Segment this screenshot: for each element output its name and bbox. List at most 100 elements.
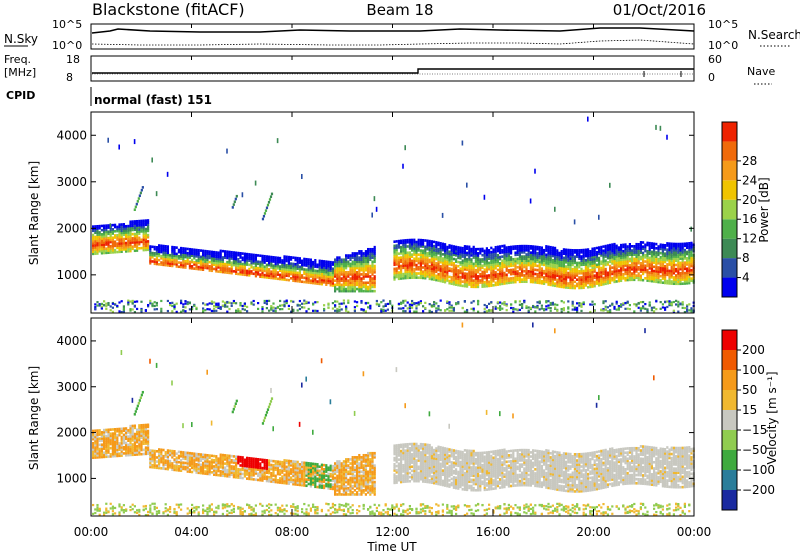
data-cell xyxy=(120,435,123,439)
data-cell xyxy=(474,252,477,255)
data-cell xyxy=(499,282,502,286)
data-cell xyxy=(215,267,218,271)
data-cell xyxy=(103,239,106,242)
data-cell xyxy=(435,264,438,267)
data-cell xyxy=(477,310,480,313)
data-cell xyxy=(413,244,416,248)
data-cell xyxy=(122,433,125,437)
data-cell xyxy=(690,254,693,257)
data-cell xyxy=(103,447,106,450)
data-cell xyxy=(265,255,268,258)
data-cell xyxy=(609,245,612,249)
data-cell xyxy=(538,252,541,255)
data-cell xyxy=(182,257,185,261)
data-cell xyxy=(309,260,312,264)
data-cell xyxy=(521,246,524,250)
data-cell xyxy=(127,239,130,243)
data-cell xyxy=(235,266,238,269)
data-cell xyxy=(617,275,620,279)
data-cell xyxy=(529,253,532,257)
data-cell xyxy=(615,269,618,273)
data-cell xyxy=(138,450,141,454)
data-cell xyxy=(373,264,376,268)
data-cell xyxy=(246,261,249,264)
data-cell xyxy=(248,263,251,267)
data-cell xyxy=(336,287,339,291)
data-cell xyxy=(430,277,433,281)
data-cell xyxy=(653,242,656,246)
data-cell xyxy=(483,303,486,307)
data-cell xyxy=(408,245,411,248)
data-cell xyxy=(215,253,218,256)
data-cell xyxy=(94,450,97,453)
data-cell xyxy=(292,309,295,313)
data-cell xyxy=(573,284,576,288)
data-cell xyxy=(481,258,484,261)
data-cell xyxy=(118,442,121,445)
data-cell xyxy=(604,274,607,277)
data-cell xyxy=(133,236,136,240)
data-cell xyxy=(147,452,150,456)
data-cell xyxy=(160,448,163,452)
data-cell xyxy=(318,270,321,273)
power-ytick-0: 1000 xyxy=(56,268,87,282)
data-cell xyxy=(103,237,106,240)
data-cell xyxy=(661,277,664,280)
data-cell xyxy=(547,255,550,259)
data-cell xyxy=(666,252,669,256)
data-cell xyxy=(628,251,631,254)
data-cell xyxy=(554,259,557,262)
data-cell xyxy=(422,270,425,273)
data-cell xyxy=(499,255,502,259)
data-cell xyxy=(567,250,570,254)
data-cell xyxy=(525,246,528,250)
data-cell xyxy=(534,245,537,249)
data-cell xyxy=(446,275,449,278)
data-cell xyxy=(479,264,482,268)
data-cell xyxy=(426,272,429,276)
data-cell xyxy=(153,460,156,463)
data-cell xyxy=(369,268,372,272)
data-cell xyxy=(129,226,132,230)
data-cell xyxy=(582,263,585,267)
data-cell xyxy=(499,308,502,311)
data-cell xyxy=(382,305,385,308)
data-cell xyxy=(485,253,488,257)
data-cell xyxy=(323,272,326,276)
data-cell xyxy=(591,276,594,280)
data-cell xyxy=(125,449,128,453)
data-cell xyxy=(195,248,198,252)
data-cell xyxy=(98,447,101,451)
data-cell xyxy=(285,268,288,271)
data-cell xyxy=(191,308,194,311)
data-cell xyxy=(439,242,442,245)
data-cell xyxy=(351,279,354,282)
data-cell xyxy=(452,245,455,248)
data-cell xyxy=(252,253,255,257)
data-cell xyxy=(686,263,689,266)
data-cell xyxy=(411,304,414,307)
data-cell xyxy=(274,266,277,270)
data-cell xyxy=(131,445,134,448)
data-cell xyxy=(360,285,363,289)
data-cell xyxy=(602,272,605,276)
data-cell xyxy=(283,274,286,277)
data-cell xyxy=(169,258,172,261)
data-cell xyxy=(213,259,216,262)
data-cell xyxy=(270,272,273,276)
data-cell xyxy=(290,262,293,265)
data-cell xyxy=(516,308,519,311)
data-cell xyxy=(298,299,301,303)
data-cell xyxy=(364,310,367,313)
data-cell xyxy=(400,301,403,304)
data-cell xyxy=(217,255,220,259)
data-cell xyxy=(628,266,631,269)
data-cell xyxy=(217,305,220,308)
data-cell xyxy=(105,251,108,255)
data-cell xyxy=(367,270,370,274)
data-cell xyxy=(314,282,317,285)
data-cell xyxy=(446,249,449,253)
data-cell xyxy=(109,507,112,510)
data-cell xyxy=(393,271,396,275)
data-cell xyxy=(298,257,301,260)
